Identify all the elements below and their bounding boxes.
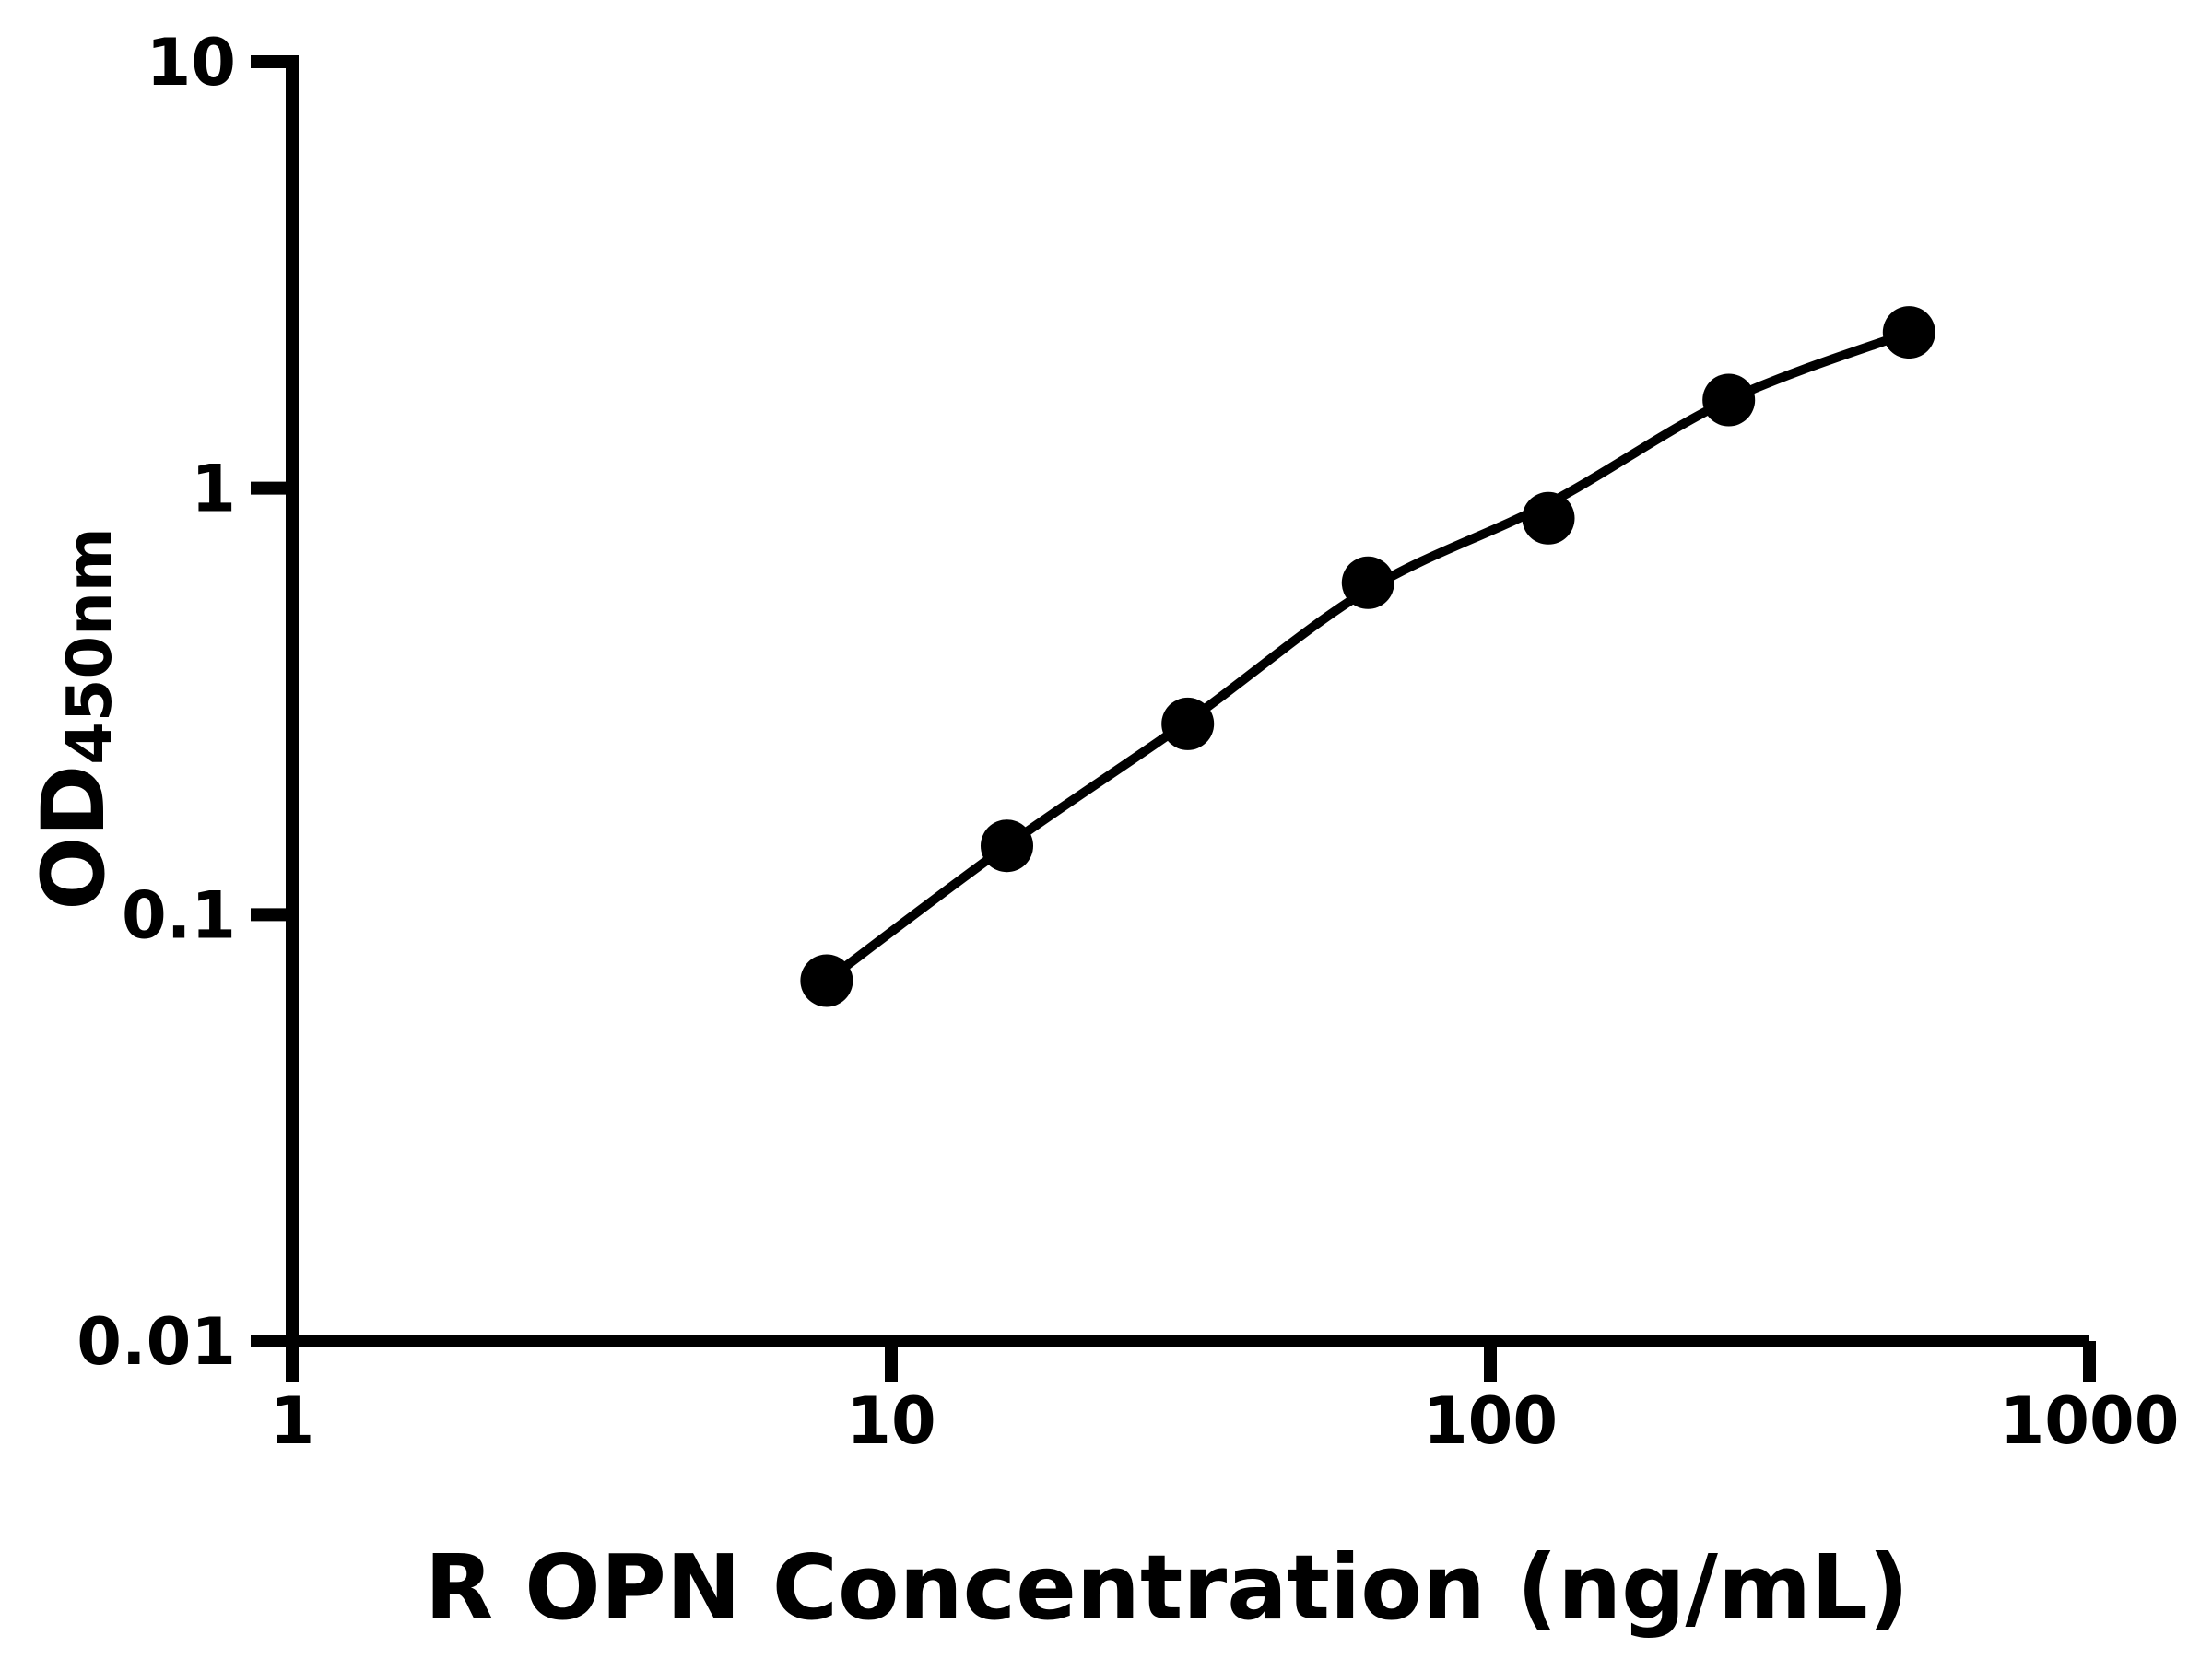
plot-layer xyxy=(800,306,1936,1007)
fit-curve-line xyxy=(821,327,1914,985)
y-tick-label: 1 xyxy=(191,452,236,527)
y-tick-label: 10 xyxy=(147,25,236,100)
data-point-marker xyxy=(981,819,1033,873)
data-point-marker xyxy=(1882,306,1936,359)
y-axis-title-main: OD xyxy=(24,765,124,911)
y-axis-title: OD450nm xyxy=(24,527,125,910)
data-point-marker xyxy=(1522,491,1575,545)
data-point-marker xyxy=(1341,556,1394,609)
axes-layer: 0.01 0.1 1 10 1 10 100 1000 xyxy=(76,25,2179,1459)
data-point-marker xyxy=(1161,697,1215,750)
x-axis-title: R OPN Concentration (ng/mL) xyxy=(425,1535,1909,1640)
x-tick-label: 1 xyxy=(270,1383,315,1459)
data-point-marker xyxy=(800,954,853,1007)
y-tick-label: 0.1 xyxy=(122,877,236,953)
x-tick-label: 10 xyxy=(846,1383,935,1459)
x-tick-label: 1000 xyxy=(2000,1383,2180,1459)
y-axis-title-sub: 450nm xyxy=(53,527,125,764)
y-tick-label: 0.01 xyxy=(76,1304,236,1380)
x-tick-label: 100 xyxy=(1423,1383,1558,1459)
data-point-marker xyxy=(1702,373,1756,427)
